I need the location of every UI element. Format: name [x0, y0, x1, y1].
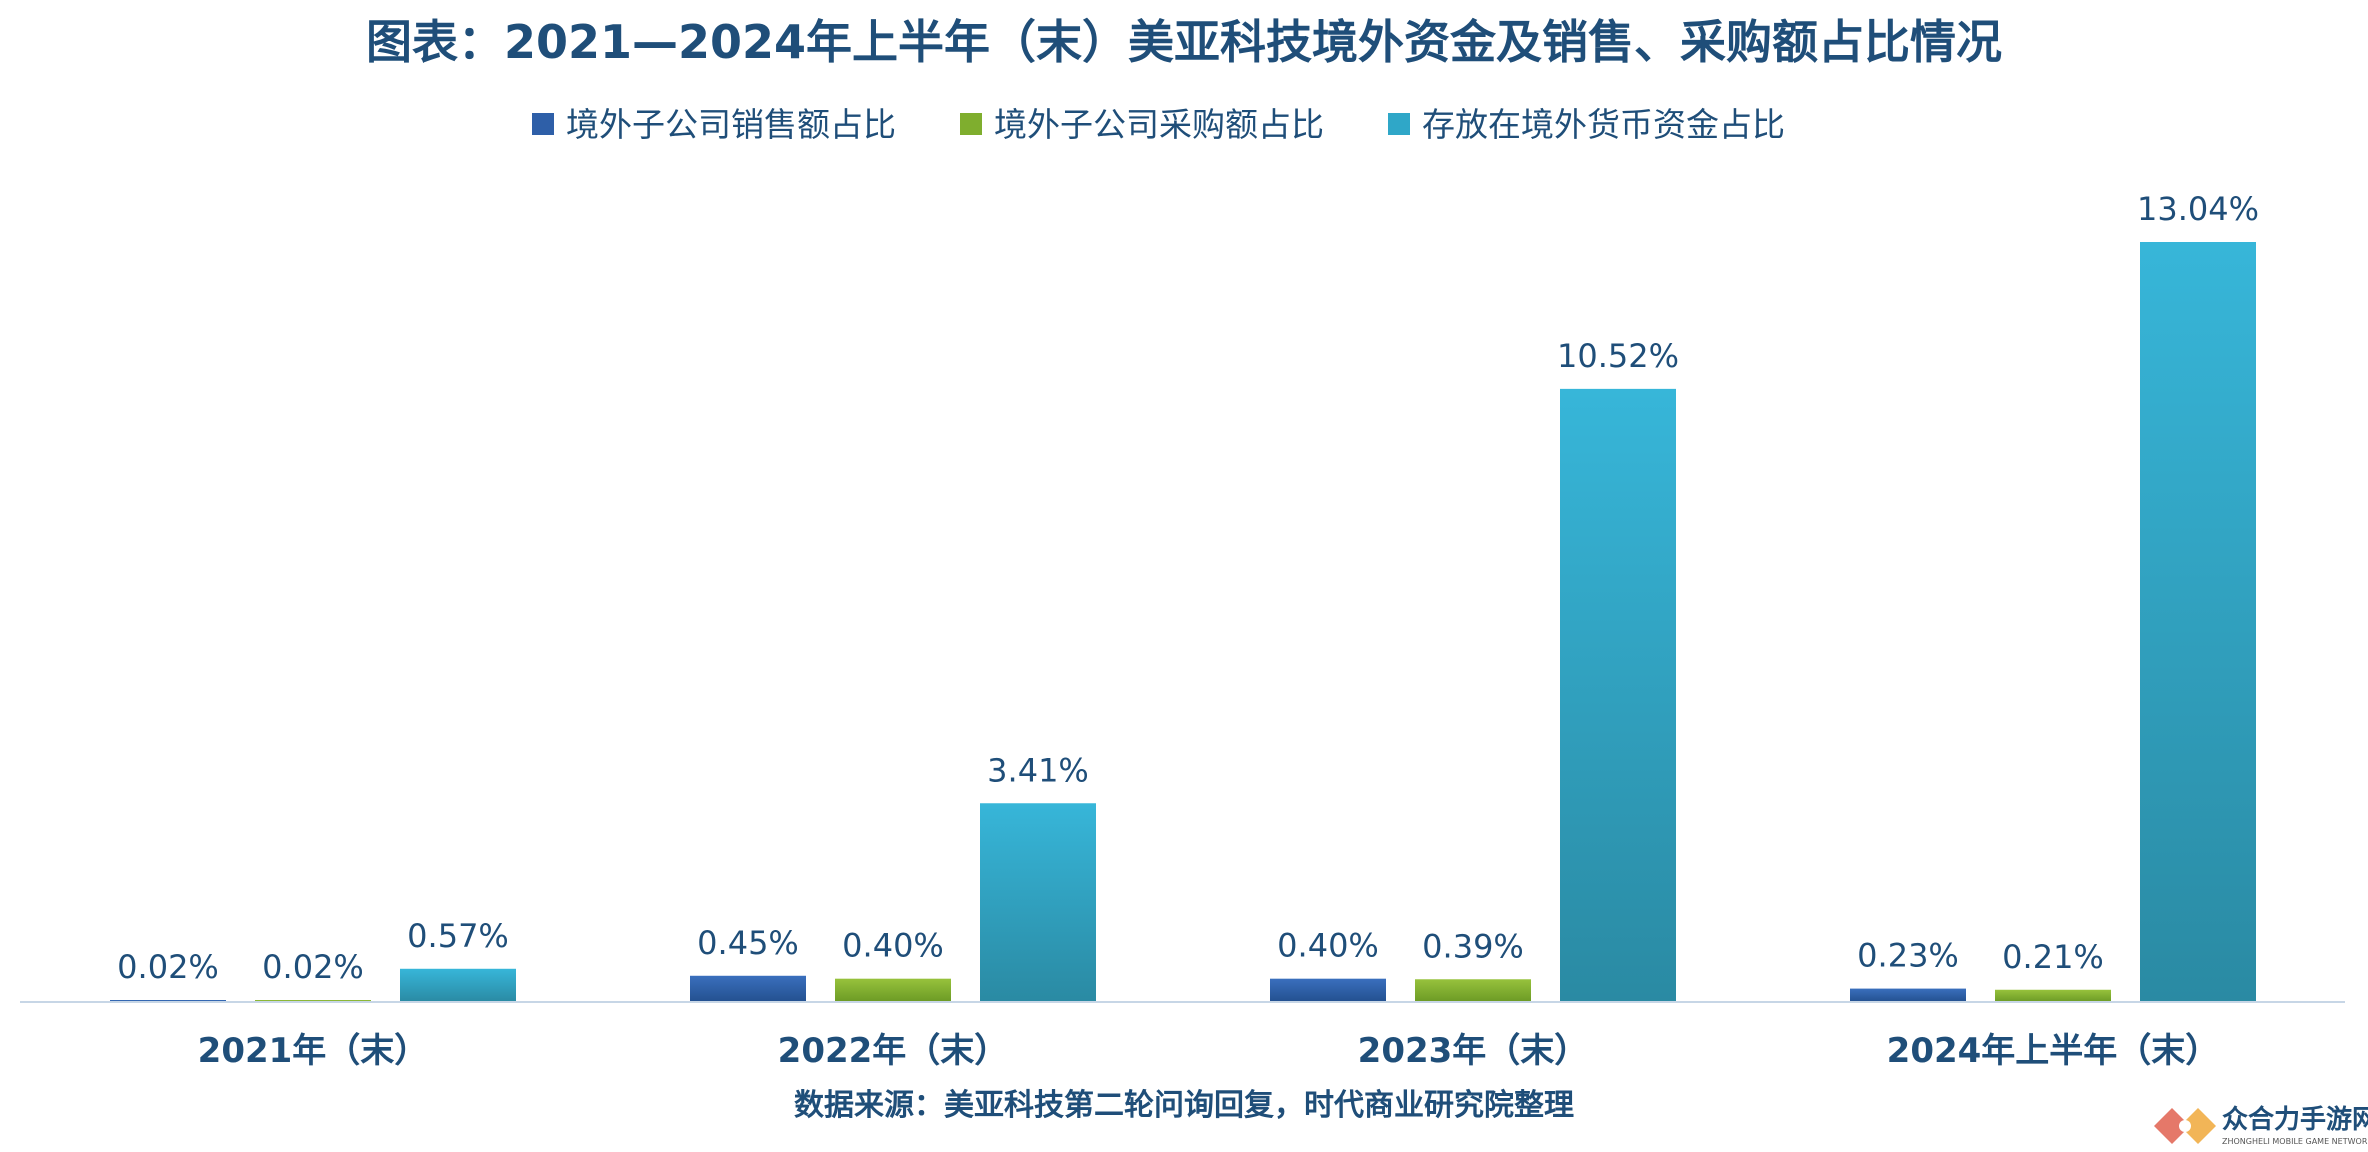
legend-swatch-3: [1388, 113, 1410, 135]
category-label-4: 2024年上半年（末）: [1887, 1031, 2220, 1071]
data-label-1-2: 0.45%: [697, 924, 799, 962]
legend-swatch-2: [960, 113, 982, 135]
data-label-3-2: 3.41%: [987, 751, 1089, 789]
watermark-name: 众合力手游网: [2222, 1104, 2368, 1135]
bar-1-3: [1270, 978, 1386, 1002]
data-label-2-4: 0.21%: [2002, 938, 2104, 976]
data-labels-group: 0.02% 0.02% 0.57% 0.45% 0.40% 3.41% 0.40% 0.39%…: [117, 190, 2259, 986]
data-label-3-4: 13.04%: [2137, 190, 2259, 228]
data-label-1-3: 0.40%: [1277, 927, 1379, 965]
source-note: 数据来源：美亚科技第二轮问询回复，时代商业研究院整理: [794, 1088, 1574, 1123]
data-label-3-1: 0.57%: [407, 917, 509, 955]
data-label-2-1: 0.02%: [262, 948, 364, 986]
legend-label-2: 境外子公司采购额占比: [994, 105, 1324, 144]
bar-1-2: [690, 975, 806, 1002]
data-label-1-1: 0.02%: [117, 948, 219, 986]
category-labels-group: 2021年（末） 2022年（末） 2023年（末） 2024年上半年（末）: [198, 1031, 2220, 1071]
bar-2-2: [835, 978, 951, 1002]
bar-3-3: [1560, 388, 1676, 1002]
category-label-1: 2021年（末）: [198, 1031, 429, 1071]
data-label-2-2: 0.40%: [842, 927, 944, 965]
bar-3-2: [980, 803, 1096, 1002]
chart-title: 图表：2021—2024年上半年（末）美亚科技境外资金及销售、采购额占比情况: [366, 15, 2002, 69]
data-label-1-4: 0.23%: [1857, 937, 1959, 975]
watermark-mark-icon: [2154, 1108, 2216, 1144]
bar-2-3: [1415, 979, 1531, 1002]
category-label-2: 2022年（末）: [778, 1031, 1009, 1071]
bar-1-4: [1850, 988, 1966, 1002]
bars-group: [110, 242, 2256, 1002]
watermark-logo: 众合力手游网 ZHONGHELI MOBILE GAME NETWORK: [2154, 1104, 2368, 1146]
category-label-3: 2023年（末）: [1358, 1031, 1589, 1071]
legend-swatch-1: [532, 113, 554, 135]
legend-label-1: 境外子公司销售额占比: [566, 105, 896, 144]
bar-2-4: [1995, 989, 2111, 1002]
legend: 境外子公司销售额占比 境外子公司采购额占比 存放在境外货币资金占比: [532, 105, 1785, 144]
watermark-subtitle: ZHONGHELI MOBILE GAME NETWORK: [2222, 1137, 2368, 1146]
legend-label-3: 存放在境外货币资金占比: [1422, 105, 1785, 144]
data-label-3-3: 10.52%: [1557, 337, 1679, 375]
bar-3-4: [2140, 242, 2256, 1002]
bar-3-1: [400, 968, 516, 1002]
data-label-2-3: 0.39%: [1422, 927, 1524, 965]
